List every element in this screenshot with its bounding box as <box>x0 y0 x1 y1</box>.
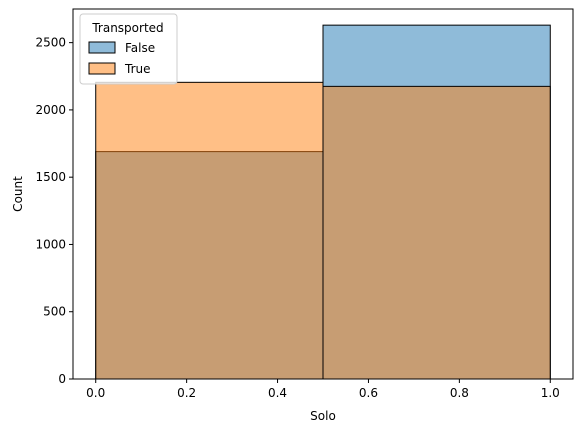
y-tick-label: 500 <box>43 305 66 319</box>
legend-entries: False True <box>88 41 155 76</box>
y-tick-label: 1500 <box>35 170 66 184</box>
y-tick-label: 2500 <box>35 36 66 50</box>
y-axis: 0 500 1000 1500 2000 2500 <box>35 36 73 386</box>
x-tick-label: 0.4 <box>268 386 287 400</box>
legend-swatch-false <box>88 41 116 54</box>
x-tick-label: 1.0 <box>541 386 560 400</box>
bar-true-0 <box>95 81 324 380</box>
y-tick-label: 0 <box>58 372 66 386</box>
x-tick-label: 0.6 <box>359 386 378 400</box>
legend-label-true: True <box>124 62 151 76</box>
plot-frame <box>72 8 574 380</box>
x-axis-label: Solo <box>310 409 336 423</box>
y-tick-label: 2000 <box>35 103 66 117</box>
bars-layer <box>95 24 551 380</box>
y-axis-label: Count <box>11 176 25 212</box>
legend-title: Transported <box>91 21 163 35</box>
x-axis: 0.0 0.2 0.4 0.6 0.8 1.0 <box>86 379 560 400</box>
legend-label-false: False <box>125 41 155 55</box>
x-tick-label: 0.2 <box>177 386 196 400</box>
x-tick-label: 0.8 <box>450 386 469 400</box>
y-tick-label: 1000 <box>35 237 66 251</box>
legend-swatch-true <box>88 62 116 75</box>
legend: Transported False True <box>79 13 178 85</box>
bar-true-1 <box>322 85 551 380</box>
x-tick-label: 0.0 <box>86 386 105 400</box>
